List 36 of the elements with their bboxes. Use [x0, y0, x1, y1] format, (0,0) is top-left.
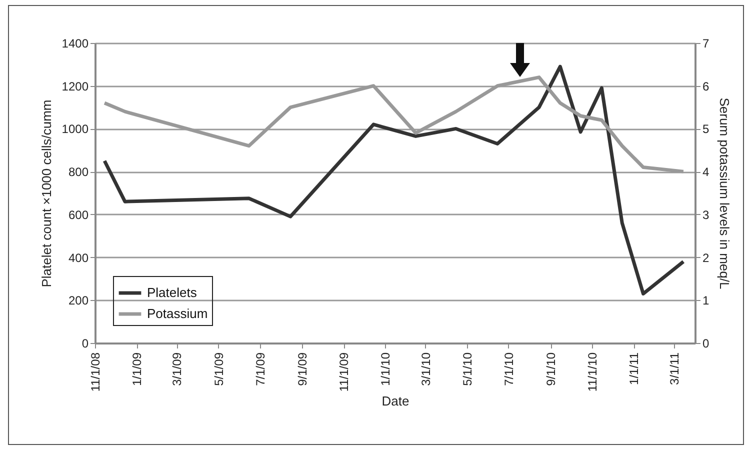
y2-tick-label: 3: [702, 208, 710, 222]
x-tick-label: 7/1/09: [253, 352, 268, 386]
x-tick-label: 1/1/11: [627, 352, 642, 385]
y2-tick-label: 0: [702, 336, 710, 350]
y-tick-label: 600: [68, 208, 89, 222]
y-tick-label: 1400: [62, 36, 89, 50]
y-tick-label: 200: [68, 294, 89, 308]
x-tick-label: 9/1/10: [544, 352, 558, 386]
y-tick-label: 1000: [62, 122, 89, 136]
legend-label: Platelets: [147, 285, 198, 300]
x-tick-label: 5/1/09: [212, 352, 226, 386]
x-tick-label: 1/1/10: [378, 352, 393, 386]
y-tick-label: 800: [68, 165, 89, 180]
x-tick-label: 3/1/10: [418, 352, 433, 386]
y2-tick-label: 4: [702, 165, 710, 180]
y-tick-label: 400: [68, 250, 89, 265]
x-tick-label: 3/1/11: [667, 352, 682, 385]
x-tick-label: 5/1/10: [460, 352, 474, 386]
x-tick-label: 11/1/08: [88, 352, 102, 392]
y2-axis-title: Serum potassium levels in meq/L: [717, 98, 732, 290]
y2-tick-label: 6: [702, 79, 710, 94]
x-tick-label: 3/1/09: [170, 352, 184, 386]
x-tick-label: 11/1/10: [586, 352, 600, 392]
x-tick-label: 1/1/09: [130, 352, 144, 386]
x-axis-title: Date: [382, 394, 410, 409]
y-axis-title: Platelet count ×1000 cells/cumm: [38, 100, 54, 288]
y2-tick-label: 7: [702, 36, 710, 50]
y2-tick-label: 2: [702, 250, 710, 265]
y2-tick-label: 5: [702, 122, 710, 136]
x-tick-label: 11/1/09: [337, 352, 352, 392]
y-tick-label: 1200: [62, 79, 89, 94]
legend-label: Potassium: [147, 306, 208, 321]
x-tick-label: 9/1/09: [296, 352, 310, 386]
y-tick-label: 0: [82, 336, 89, 350]
y2-tick-label: 1: [702, 294, 710, 308]
x-tick-label: 7/1/10: [502, 352, 516, 386]
